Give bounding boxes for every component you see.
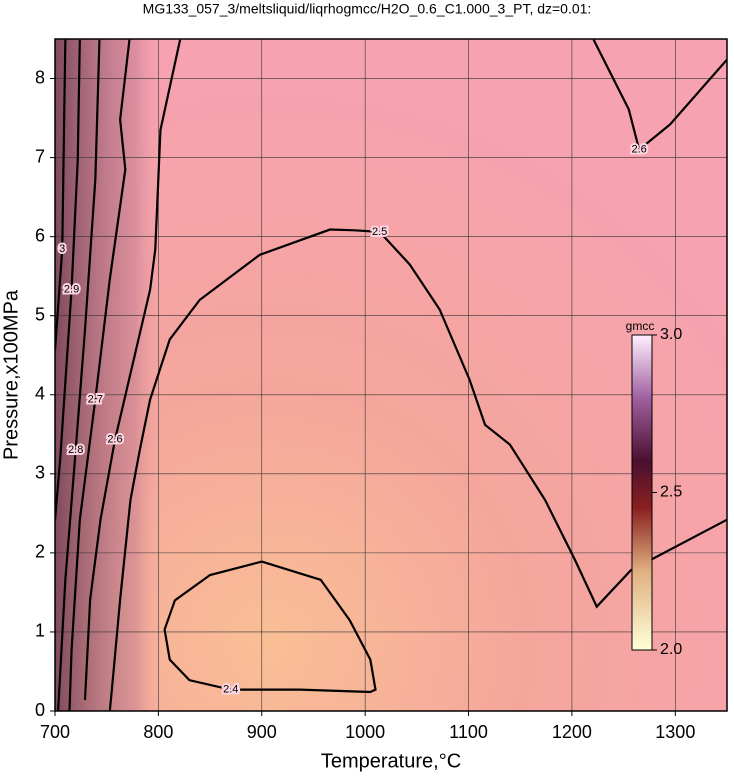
y-tick-label: 8 xyxy=(35,67,45,87)
contour-label: 2.8 xyxy=(68,444,83,456)
y-tick-label: 2 xyxy=(35,542,45,562)
x-tick-label: 700 xyxy=(40,722,70,742)
y-tick-label: 3 xyxy=(35,463,45,483)
y-tick-label: 1 xyxy=(35,621,45,641)
y-tick-label: 5 xyxy=(35,304,45,324)
contour-label: 2.5 xyxy=(372,226,387,238)
contour-label: 2.6 xyxy=(631,144,646,156)
contour-line xyxy=(57,39,101,711)
x-tick-label: 800 xyxy=(143,722,173,742)
contour-label: 2.7 xyxy=(88,393,103,405)
contour-line xyxy=(68,39,131,711)
colorbar-tick-label: 2.0 xyxy=(660,641,682,658)
plot-frame xyxy=(54,38,728,712)
x-tick-label: 1300 xyxy=(655,722,695,742)
x-tick-label: 1200 xyxy=(552,722,592,742)
colorbar-tick-label: 2.5 xyxy=(660,484,682,501)
colorbar-label: gmcc xyxy=(626,319,655,333)
x-tick-label: 1000 xyxy=(345,722,385,742)
contour-line xyxy=(108,228,727,711)
y-tick-label: 6 xyxy=(35,225,45,245)
contour-label: 2.6 xyxy=(107,434,122,446)
y-tick-label: 0 xyxy=(35,700,45,720)
contour-line xyxy=(55,39,81,520)
x-tick-label: 1100 xyxy=(449,722,488,742)
contour-line xyxy=(163,560,377,694)
x-tick-label: 900 xyxy=(247,722,277,742)
contour-line xyxy=(55,39,67,351)
y-tick-label: 7 xyxy=(35,146,45,166)
x-axis-label: Temperature,°C xyxy=(321,750,461,772)
contour-label: 2.9 xyxy=(64,284,79,296)
contour-line xyxy=(592,39,727,152)
chart-title: MG133_057_3/meltsliquid/liqrhogmcc/H2O_0… xyxy=(143,1,592,17)
y-tick-label: 4 xyxy=(35,384,45,404)
contour-label: 3 xyxy=(59,243,65,255)
plot-shading xyxy=(55,39,727,711)
y-axis-label: Pressure,x100MPa xyxy=(0,289,22,460)
contour-line xyxy=(83,39,182,700)
colorbar-tick-label: 3.0 xyxy=(660,326,682,343)
colorbar xyxy=(631,334,653,651)
contour-label: 2.4 xyxy=(223,684,238,696)
